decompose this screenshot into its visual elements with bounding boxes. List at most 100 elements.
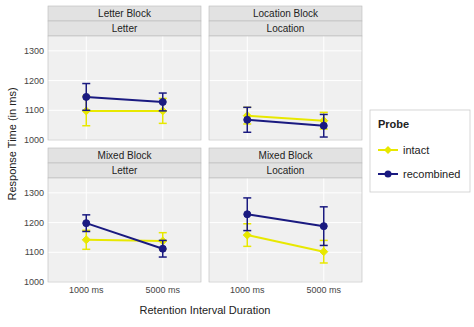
series-line: [86, 97, 163, 102]
error-cap: [159, 110, 167, 112]
data-group: [82, 215, 167, 257]
plot-frame: [48, 178, 201, 282]
y-tick-label: 1200: [24, 218, 44, 228]
y-tick-label: 1300: [24, 188, 44, 198]
error-bar: [159, 98, 167, 123]
subtitle-strip: [209, 21, 362, 36]
series-line: [86, 110, 163, 112]
legend-title: Probe: [378, 118, 409, 130]
error-bar: [320, 114, 328, 137]
legend-marker: [384, 146, 392, 154]
error-cap: [159, 123, 167, 125]
x-tick-label: 5000 ms: [145, 285, 180, 295]
point: [320, 122, 327, 129]
series: [243, 198, 328, 246]
error-cap: [243, 107, 251, 109]
point: [83, 93, 90, 100]
point: [159, 98, 166, 105]
series-line: [86, 223, 163, 249]
y-tick-label: 1000: [24, 277, 44, 287]
series: [243, 107, 328, 129]
point: [244, 211, 251, 218]
panel-title: Location Block: [253, 8, 319, 19]
point: [244, 116, 251, 123]
error-cap: [320, 245, 328, 247]
grid-line: [162, 178, 163, 282]
subtitle-strip: [209, 163, 362, 178]
background: [0, 0, 474, 327]
plot-background: [209, 36, 362, 140]
panel-title: Mixed Block: [259, 150, 314, 161]
grid-line: [86, 36, 87, 140]
series: [82, 215, 167, 257]
grid-line: [209, 192, 362, 193]
error-cap: [243, 132, 251, 134]
x-tick-label: 1000 ms: [230, 285, 265, 295]
plot-background: [48, 36, 201, 140]
y-tick-label: 1200: [24, 76, 44, 86]
panel-subtitle: Letter: [112, 23, 138, 34]
title-strip: [209, 148, 362, 163]
error-cap: [320, 112, 328, 114]
x-tick-label: 1000 ms: [69, 285, 104, 295]
panel: Mixed BlockLetter10001100120013001000 ms…: [24, 148, 201, 295]
error-cap: [320, 206, 328, 208]
plot-background: [209, 178, 362, 282]
panel-subtitle: Location: [267, 165, 305, 176]
grid-line: [48, 222, 201, 223]
series-line: [86, 240, 163, 241]
data-group: [243, 198, 328, 263]
error-cap: [82, 214, 90, 216]
point: [82, 236, 90, 244]
y-tick-label: 1100: [25, 105, 44, 115]
plot-background: [48, 178, 201, 282]
subtitle-strip: [48, 21, 201, 36]
error-bar: [320, 207, 328, 246]
error-bar: [82, 84, 90, 111]
grid-line: [48, 80, 201, 81]
error-cap: [82, 125, 90, 127]
grid-line: [48, 192, 201, 193]
error-cap: [159, 92, 167, 94]
series: [243, 224, 328, 263]
error-cap: [159, 240, 167, 242]
y-tick-label: 1000: [24, 135, 44, 145]
data-group: [82, 84, 167, 126]
error-bar: [82, 215, 90, 232]
plot-frame: [209, 178, 362, 282]
grid-line: [48, 50, 201, 51]
error-bar: [159, 240, 167, 257]
point: [320, 248, 328, 256]
x-axis-label: Retention Interval Duration: [140, 304, 271, 316]
error-bar: [243, 107, 251, 132]
error-bar: [82, 230, 90, 249]
panel-title: Letter Block: [98, 8, 152, 19]
error-cap: [320, 136, 328, 138]
series-line: [247, 120, 324, 126]
panel: Location BlockLocation: [209, 6, 362, 140]
x-tick-label: 5000 ms: [306, 285, 341, 295]
error-cap: [82, 231, 90, 233]
error-cap: [243, 246, 251, 248]
grid-line: [48, 252, 201, 253]
subtitle-strip: [48, 163, 201, 178]
error-cap: [320, 262, 328, 264]
error-cap: [82, 83, 90, 85]
panel: Letter BlockLetter1000110012001300: [24, 6, 201, 145]
y-axis-label: Response Time (in ms): [6, 87, 18, 200]
grid-line: [209, 110, 362, 111]
panel: Mixed Block Location 1000 ms 5000 ms: [209, 148, 362, 295]
series: [243, 107, 328, 137]
error-cap: [243, 230, 251, 232]
error-bar: [159, 93, 167, 111]
grid-line: [48, 110, 201, 111]
error-cap: [159, 256, 167, 258]
series-line: [247, 235, 324, 252]
grid-line: [162, 36, 163, 140]
legend-box: [370, 110, 470, 192]
panel-subtitle: Letter: [112, 165, 138, 176]
y-tick-label: 1100: [25, 247, 44, 257]
point: [159, 245, 166, 252]
series-line: [247, 214, 324, 226]
data-group: [243, 107, 328, 137]
